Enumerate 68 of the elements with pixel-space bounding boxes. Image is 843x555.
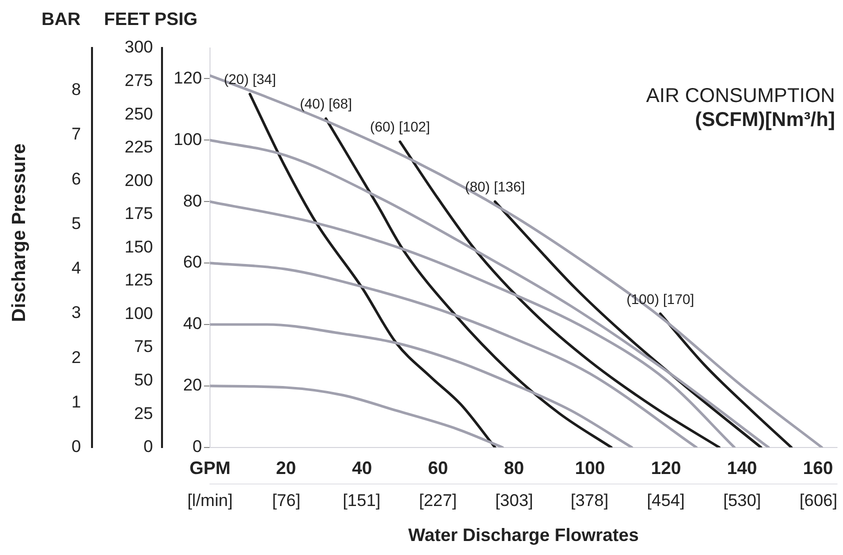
y-axis-title: PSIG xyxy=(154,9,198,29)
y-tick-label: 60 xyxy=(183,252,202,272)
y-tick-label: 40 xyxy=(183,314,202,334)
y2-tick-label: 0 xyxy=(144,437,153,456)
y3-tick-label: 8 xyxy=(72,80,81,100)
series-label: (60) [102] xyxy=(370,118,430,135)
y2-tick-label: 75 xyxy=(134,337,153,356)
line-series xyxy=(210,262,698,448)
y2-tick-label: 250 xyxy=(124,104,153,124)
x2-tick-label: [303] xyxy=(495,490,534,510)
x-tick-label: 80 xyxy=(504,458,524,478)
line-series xyxy=(210,200,736,448)
x2-tick-label: [606] xyxy=(800,490,838,510)
line-series xyxy=(324,117,613,448)
annotation: AIR CONSUMPTION xyxy=(646,85,835,107)
y3-tick-label: 1 xyxy=(72,392,81,412)
x-tick-label: 160 xyxy=(802,458,834,478)
y2-tick-label: 275 xyxy=(124,70,153,90)
line-series xyxy=(210,323,634,448)
x2-tick-label: [227] xyxy=(419,490,457,510)
x2-tick-label: [76] xyxy=(272,490,300,510)
x-axis-title: Water Discharge Flowrates xyxy=(408,525,639,546)
x2-tick-label: [151] xyxy=(342,490,381,510)
x2-tick-label: [454] xyxy=(646,490,685,510)
y3-axis-title: BAR xyxy=(42,9,80,29)
x-tick-label: 20 xyxy=(276,458,296,478)
x-tick-label: 120 xyxy=(650,458,682,478)
y2-tick-label: 300 xyxy=(124,38,153,57)
y3-tick-label: 5 xyxy=(72,214,81,233)
x2-tick-label: [378] xyxy=(570,490,608,510)
x2-tick-label: [530] xyxy=(723,490,762,510)
series-label: (20) [34] xyxy=(224,71,276,88)
y-tick-label: 100 xyxy=(174,130,202,149)
y3-tick-label: 4 xyxy=(72,258,81,278)
y2-axis-title: FEET xyxy=(104,9,150,29)
y3-tick-label: 2 xyxy=(72,348,81,367)
text: Discharge Pressure xyxy=(9,143,30,322)
annotation: (SCFM)[Nm³/h] xyxy=(695,109,835,131)
y2-tick-label: 50 xyxy=(134,370,153,390)
x-tick-label: 140 xyxy=(726,458,758,478)
line-series xyxy=(210,384,504,448)
y-tick-label: 20 xyxy=(183,376,202,395)
line-series xyxy=(659,312,793,448)
y2-tick-label: 125 xyxy=(124,270,153,290)
series-label: (80) [136] xyxy=(465,178,525,195)
y-tick-label: 0 xyxy=(192,437,202,456)
y3-tick-label: 7 xyxy=(72,124,81,144)
x2-tick-label: [l/min] xyxy=(187,490,233,510)
y2-tick-label: 175 xyxy=(124,204,153,224)
y2-tick-label: 100 xyxy=(124,304,153,323)
x-tick-label: 40 xyxy=(352,458,372,478)
x-tick-label: GPM xyxy=(189,458,231,478)
y2-tick-label: 25 xyxy=(134,404,153,423)
y-tick-label: 80 xyxy=(183,191,202,210)
y3-tick-label: 6 xyxy=(72,169,81,188)
y2-tick-label: 200 xyxy=(124,170,153,190)
y3-tick-label: 0 xyxy=(72,437,81,456)
line-series xyxy=(248,92,496,448)
series-label: (100) [170] xyxy=(626,290,694,307)
x-tick-label: 100 xyxy=(574,458,606,478)
line-series xyxy=(398,140,720,448)
series-label: (40) [68] xyxy=(300,96,352,112)
x-tick-label: 60 xyxy=(428,458,448,478)
y-tick-label: 120 xyxy=(174,68,202,88)
line-series xyxy=(210,138,770,448)
y2-tick-label: 225 xyxy=(124,138,153,157)
y3-tick-label: 3 xyxy=(72,303,81,322)
y2-tick-label: 150 xyxy=(124,237,153,256)
